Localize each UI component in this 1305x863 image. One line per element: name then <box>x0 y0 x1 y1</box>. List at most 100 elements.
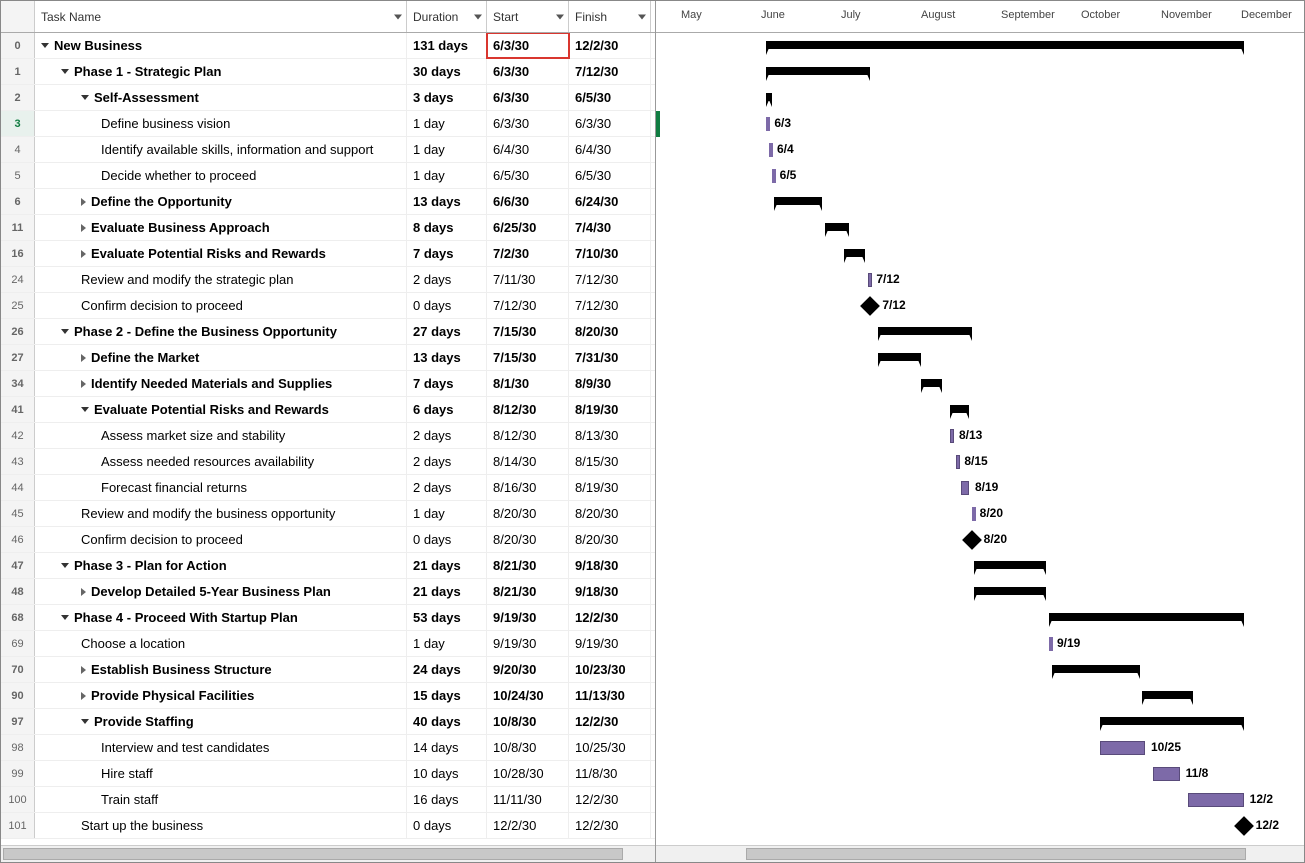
finish-cell[interactable]: 8/9/30 <box>569 371 651 396</box>
start-cell[interactable]: 10/24/30 <box>487 683 569 708</box>
duration-cell[interactable]: 10 days <box>407 761 487 786</box>
table-horizontal-scrollbar[interactable] <box>1 845 655 862</box>
row-number[interactable]: 3 <box>1 111 35 136</box>
task-name-cell[interactable]: Evaluate Potential Risks and Rewards <box>35 241 407 266</box>
start-cell[interactable]: 8/14/30 <box>487 449 569 474</box>
finish-cell[interactable]: 11/13/30 <box>569 683 651 708</box>
collapse-icon[interactable] <box>81 95 89 100</box>
collapse-icon[interactable] <box>61 329 69 334</box>
row-number[interactable]: 25 <box>1 293 35 318</box>
finish-cell[interactable]: 8/13/30 <box>569 423 651 448</box>
summary-bar[interactable] <box>974 587 1046 595</box>
duration-cell[interactable]: 53 days <box>407 605 487 630</box>
finish-cell[interactable]: 8/20/30 <box>569 319 651 344</box>
duration-cell[interactable]: 13 days <box>407 345 487 370</box>
start-cell[interactable]: 10/8/30 <box>487 709 569 734</box>
task-bar[interactable] <box>868 273 872 287</box>
collapse-icon[interactable] <box>61 69 69 74</box>
finish-cell[interactable]: 6/5/30 <box>569 163 651 188</box>
expand-icon[interactable] <box>81 666 86 674</box>
task-bar[interactable] <box>972 507 976 521</box>
task-name-cell[interactable]: Define the Opportunity <box>35 189 407 214</box>
row-number[interactable]: 101 <box>1 813 35 838</box>
row-number[interactable]: 46 <box>1 527 35 552</box>
row-number[interactable]: 69 <box>1 631 35 656</box>
table-row[interactable]: 97Provide Staffing40 days10/8/3012/2/30 <box>1 709 655 735</box>
table-row[interactable]: 100Train staff16 days11/11/3012/2/30 <box>1 787 655 813</box>
start-cell[interactable]: 7/12/30 <box>487 293 569 318</box>
duration-cell[interactable]: 2 days <box>407 267 487 292</box>
row-number[interactable]: 27 <box>1 345 35 370</box>
task-name-cell[interactable]: Review and modify the business opportuni… <box>35 501 407 526</box>
task-name-cell[interactable]: Provide Staffing <box>35 709 407 734</box>
duration-cell[interactable]: 1 day <box>407 501 487 526</box>
task-name-cell[interactable]: Phase 3 - Plan for Action <box>35 553 407 578</box>
task-name-cell[interactable]: Train staff <box>35 787 407 812</box>
task-bar[interactable] <box>1188 793 1244 807</box>
table-row[interactable]: 42Assess market size and stability2 days… <box>1 423 655 449</box>
task-name-cell[interactable]: Phase 2 - Define the Business Opportunit… <box>35 319 407 344</box>
start-cell[interactable]: 10/8/30 <box>487 735 569 760</box>
table-row[interactable]: 5Decide whether to proceed1 day6/5/306/5… <box>1 163 655 189</box>
gantt-chart-area[interactable]: 6/36/46/57/127/128/138/158/198/208/209/1… <box>656 33 1304 845</box>
summary-bar[interactable] <box>1049 613 1244 621</box>
table-row[interactable]: 3Define business vision1 day6/3/306/3/30 <box>1 111 655 137</box>
expand-icon[interactable] <box>81 692 86 700</box>
start-cell[interactable]: 8/20/30 <box>487 501 569 526</box>
column-header-start[interactable]: Start <box>487 1 569 32</box>
finish-cell[interactable]: 12/2/30 <box>569 709 651 734</box>
dropdown-icon[interactable] <box>556 14 564 19</box>
summary-bar[interactable] <box>766 93 772 101</box>
finish-cell[interactable]: 7/31/30 <box>569 345 651 370</box>
duration-cell[interactable]: 15 days <box>407 683 487 708</box>
task-name-cell[interactable]: New Business <box>35 33 407 58</box>
start-cell[interactable]: 8/21/30 <box>487 553 569 578</box>
task-name-cell[interactable]: Establish Business Structure <box>35 657 407 682</box>
dropdown-icon[interactable] <box>474 14 482 19</box>
table-row[interactable]: 11Evaluate Business Approach8 days6/25/3… <box>1 215 655 241</box>
summary-bar[interactable] <box>950 405 969 413</box>
task-name-cell[interactable]: Self-Assessment <box>35 85 407 110</box>
task-bar[interactable] <box>769 143 773 157</box>
start-cell[interactable]: 6/3/30 <box>487 111 569 136</box>
finish-cell[interactable]: 7/4/30 <box>569 215 651 240</box>
row-number[interactable]: 6 <box>1 189 35 214</box>
summary-bar[interactable] <box>878 353 921 361</box>
table-row[interactable]: 47Phase 3 - Plan for Action21 days8/21/3… <box>1 553 655 579</box>
row-number[interactable]: 68 <box>1 605 35 630</box>
duration-cell[interactable]: 2 days <box>407 475 487 500</box>
finish-cell[interactable]: 7/12/30 <box>569 267 651 292</box>
duration-cell[interactable]: 131 days <box>407 33 487 58</box>
task-name-cell[interactable]: Confirm decision to proceed <box>35 527 407 552</box>
start-cell[interactable]: 6/3/30 <box>487 33 569 58</box>
finish-cell[interactable]: 8/20/30 <box>569 527 651 552</box>
task-bar[interactable] <box>1049 637 1053 651</box>
task-name-cell[interactable]: Evaluate Business Approach <box>35 215 407 240</box>
duration-cell[interactable]: 2 days <box>407 449 487 474</box>
summary-bar[interactable] <box>844 249 865 257</box>
summary-bar[interactable] <box>1142 691 1193 699</box>
start-cell[interactable]: 8/20/30 <box>487 527 569 552</box>
row-number[interactable]: 5 <box>1 163 35 188</box>
start-cell[interactable]: 6/3/30 <box>487 59 569 84</box>
row-number[interactable]: 2 <box>1 85 35 110</box>
expand-icon[interactable] <box>81 224 86 232</box>
start-cell[interactable]: 6/4/30 <box>487 137 569 162</box>
start-cell[interactable]: 6/3/30 <box>487 85 569 110</box>
duration-cell[interactable]: 8 days <box>407 215 487 240</box>
collapse-icon[interactable] <box>61 563 69 568</box>
row-number[interactable]: 97 <box>1 709 35 734</box>
row-header-corner[interactable] <box>1 1 35 32</box>
duration-cell[interactable]: 14 days <box>407 735 487 760</box>
start-cell[interactable]: 8/16/30 <box>487 475 569 500</box>
milestone-marker[interactable] <box>860 296 880 316</box>
finish-cell[interactable]: 7/12/30 <box>569 293 651 318</box>
row-number[interactable]: 42 <box>1 423 35 448</box>
milestone-marker[interactable] <box>962 530 982 550</box>
table-row[interactable]: 45Review and modify the business opportu… <box>1 501 655 527</box>
task-name-cell[interactable]: Develop Detailed 5-Year Business Plan <box>35 579 407 604</box>
task-name-cell[interactable]: Start up the business <box>35 813 407 838</box>
finish-cell[interactable]: 8/15/30 <box>569 449 651 474</box>
table-row[interactable]: 44Forecast financial returns2 days8/16/3… <box>1 475 655 501</box>
expand-icon[interactable] <box>81 198 86 206</box>
